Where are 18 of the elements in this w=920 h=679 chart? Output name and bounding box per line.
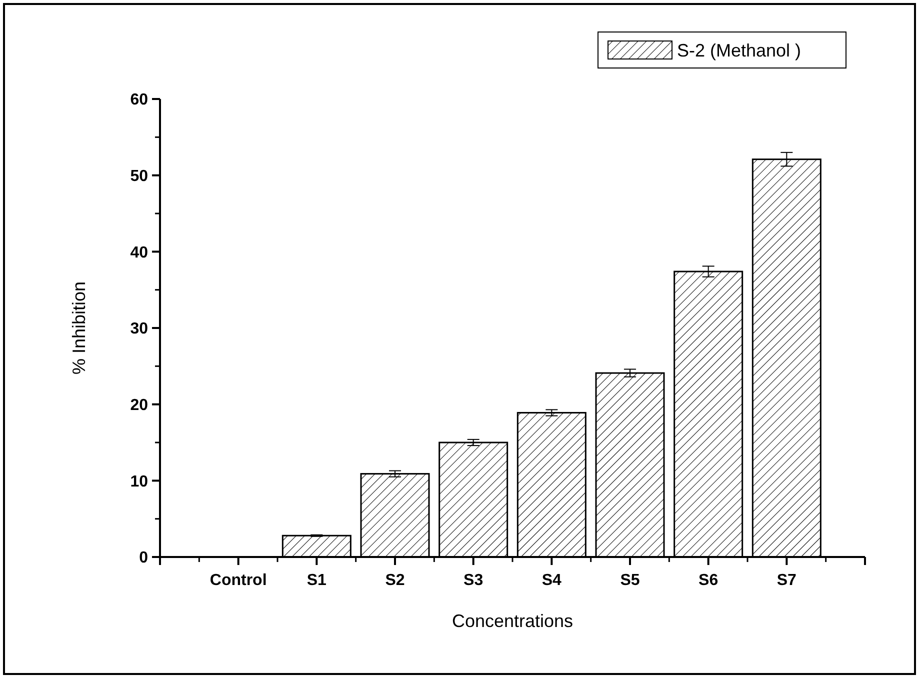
y-tick-label: 20 — [130, 396, 148, 414]
x-axis-title: Concentrations — [452, 611, 574, 631]
y-tick-label: 30 — [130, 320, 148, 338]
x-tick-label: S4 — [542, 572, 562, 589]
x-tick-label: S3 — [464, 572, 484, 589]
x-tick-label: Control — [210, 572, 267, 589]
y-tick-label: 50 — [130, 168, 148, 185]
y-tick-label: 60 — [130, 92, 148, 109]
x-tick-label: S1 — [306, 572, 327, 589]
y-tick-label: 10 — [130, 473, 148, 490]
y-tick-label: 40 — [130, 244, 148, 262]
x-tick-label: S2 — [385, 572, 405, 589]
x-tick-label: S6 — [698, 572, 718, 589]
x-tick-label: S7 — [776, 572, 797, 589]
legend-label: S-2 (Methanol ) — [677, 40, 802, 60]
y-axis-title: % Inhibition — [69, 281, 89, 375]
y-tick-label: 0 — [139, 550, 148, 567]
x-tick-label: S5 — [620, 572, 640, 589]
